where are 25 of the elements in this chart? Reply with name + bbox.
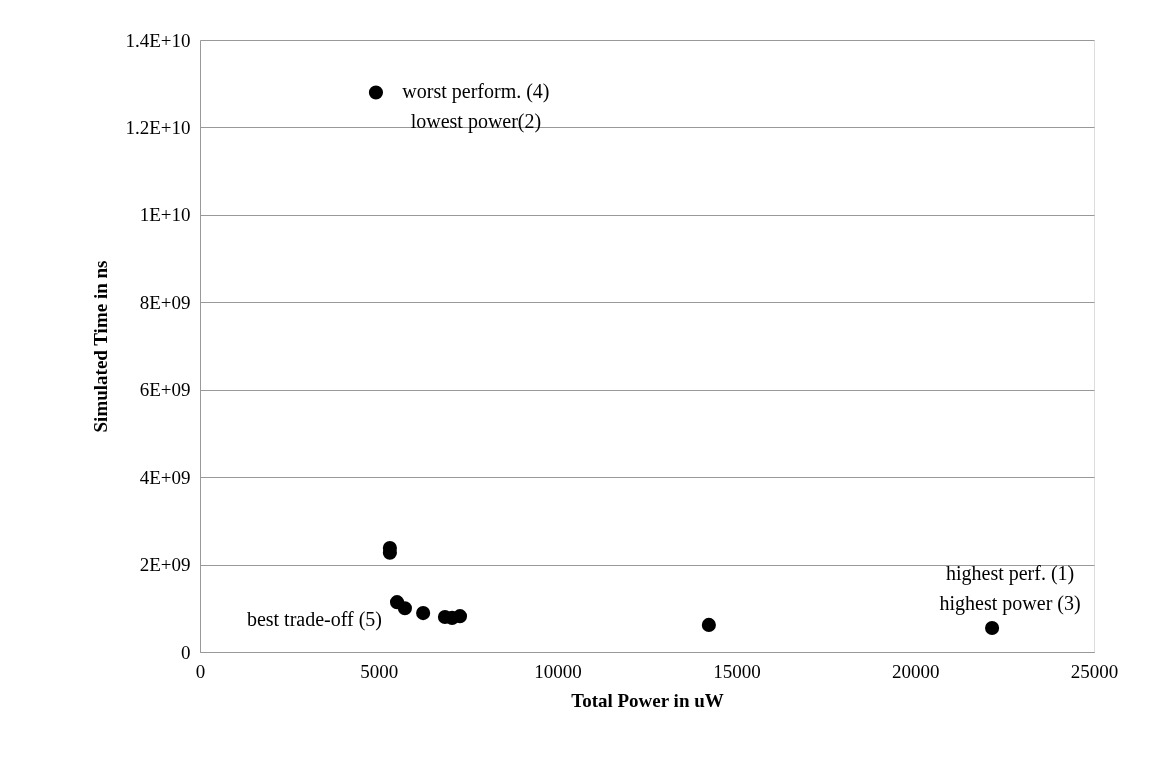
x-tick-label: 20000 bbox=[891, 660, 940, 682]
annotation: worst perform. (4) lowest power(2) bbox=[402, 80, 550, 134]
y-tick-label: 8E+09 bbox=[139, 291, 191, 313]
y-tick-label: 1.2E+10 bbox=[125, 116, 191, 138]
x-tick-label: 5000 bbox=[360, 660, 399, 682]
annotation: highest perf. (1) highest power (3) bbox=[939, 561, 1081, 615]
y-tick-label: 4E+09 bbox=[139, 466, 191, 488]
point bbox=[397, 601, 412, 616]
point bbox=[701, 617, 716, 632]
y-tick-label: 1E+10 bbox=[139, 204, 191, 226]
y-tick-label: 1.4E+10 bbox=[125, 29, 191, 51]
x-tick-label: 15000 bbox=[713, 660, 761, 682]
x-axis-title: Total Power in uW bbox=[571, 689, 724, 711]
x-tick-label: 25000 bbox=[1070, 660, 1119, 682]
x-tick-label: 0 bbox=[195, 660, 206, 682]
point bbox=[368, 85, 384, 100]
y-tick-label: 6E+09 bbox=[139, 379, 191, 401]
y-axis-title: Simulated Time in ns bbox=[90, 260, 112, 433]
point bbox=[452, 609, 468, 624]
x-tick-label: 10000 bbox=[534, 660, 582, 682]
annotation: best trade-off (5) bbox=[246, 608, 383, 632]
y-tick-label: 0 bbox=[181, 641, 191, 663]
point bbox=[985, 620, 1000, 636]
point bbox=[416, 606, 431, 621]
y-tick-label: 2E+09 bbox=[139, 554, 191, 576]
